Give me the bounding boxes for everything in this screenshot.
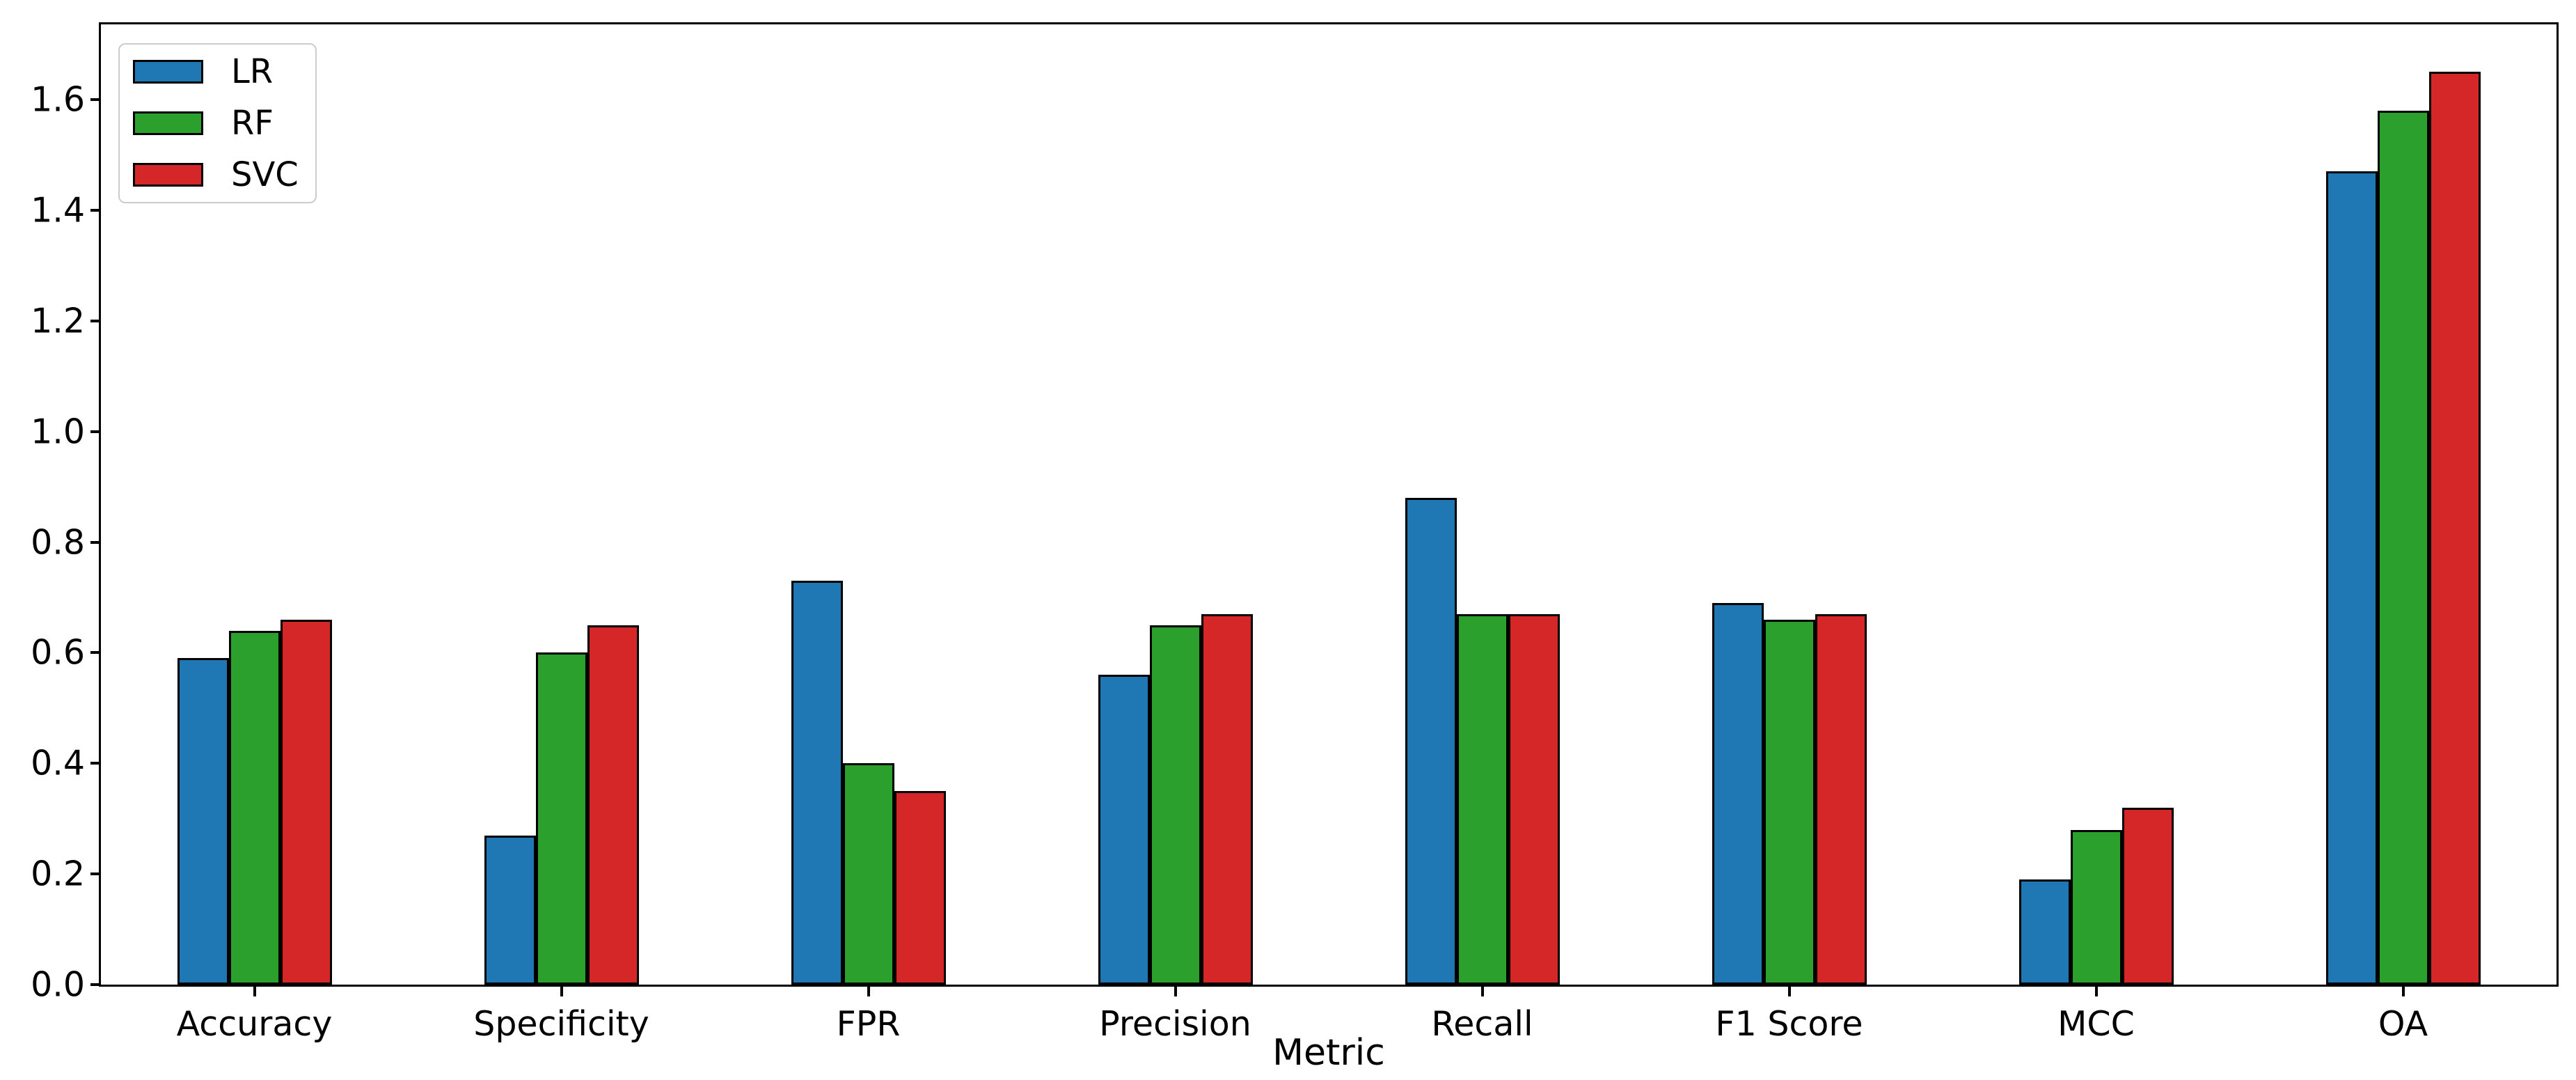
bottom-spine [99, 985, 2559, 987]
y-axis-tick-mark [90, 762, 101, 765]
bar-lr-specificity [484, 835, 536, 985]
bar-rf-mcc [2070, 829, 2122, 985]
bar-rf-oa [2377, 110, 2429, 985]
y-axis-tick-label: 0.6 [31, 632, 85, 673]
y-axis-tick-mark [90, 651, 101, 655]
x-axis-category-label: MCC [2057, 1004, 2135, 1044]
bar-svc-specificity [587, 625, 639, 985]
right-spine [2557, 22, 2559, 987]
bar-svc-accuracy [280, 619, 332, 985]
x-axis-tick-mark [560, 986, 563, 996]
x-axis-category-label: Specificity [473, 1004, 649, 1044]
bar-lr-fpr [791, 581, 843, 985]
y-axis-tick-mark [90, 540, 101, 544]
y-axis-tick-mark [90, 98, 101, 102]
bar-rf-accuracy [228, 630, 280, 985]
y-axis-tick-label: 0.4 [31, 743, 85, 783]
legend-swatch-rf [133, 111, 203, 135]
bar-svc-precision [1201, 613, 1253, 985]
bar-lr-accuracy [177, 658, 229, 985]
y-axis-tick-label: 1.2 [31, 301, 85, 341]
y-axis-tick-mark [90, 319, 101, 322]
x-axis-category-label: Recall [1431, 1004, 1533, 1044]
x-axis-tick-mark [1787, 986, 1791, 996]
x-axis-category-label: Precision [1099, 1004, 1251, 1044]
bar-lr-precision [1098, 675, 1150, 985]
plot-area [101, 24, 2557, 985]
x-axis-category-label: FPR [836, 1004, 901, 1044]
bar-rf-fpr [842, 763, 894, 985]
x-axis-tick-mark [1480, 986, 1484, 996]
bar-lr-oa [2325, 171, 2378, 985]
y-axis-tick-label: 0.8 [31, 522, 85, 563]
bar-rf-specificity [535, 652, 587, 985]
bar-svc-fpr [894, 790, 946, 985]
left-spine [99, 22, 101, 987]
x-axis-category-label: F1 Score [1715, 1004, 1863, 1044]
y-axis-tick-mark [90, 430, 101, 433]
bar-rf-precision [1149, 625, 1201, 985]
y-axis-tick-label: 0.0 [31, 964, 85, 1005]
x-axis-tick-mark [253, 986, 256, 996]
x-axis-category-label: OA [2378, 1004, 2428, 1044]
y-axis-tick-label: 0.2 [31, 854, 85, 894]
x-axis-tick-mark [867, 986, 870, 996]
bar-svc-recall [1508, 613, 1560, 985]
top-spine [99, 22, 2559, 24]
bar-rf-f1-score [1763, 619, 1815, 985]
bar-lr-f1-score [1712, 602, 1764, 985]
legend-label-lr: LR [231, 52, 274, 91]
y-axis-tick-label: 1.6 [31, 79, 85, 120]
x-axis-title: Metric [1272, 1032, 1385, 1074]
legend-label-rf: RF [231, 104, 274, 143]
x-axis-category-label: Accuracy [176, 1004, 333, 1044]
legend-label-svc: SVC [231, 155, 299, 194]
y-axis-tick-mark [90, 872, 101, 876]
bar-svc-f1-score [1815, 613, 1867, 985]
bar-lr-recall [1405, 497, 1457, 985]
bar-svc-mcc [2121, 807, 2174, 985]
y-axis-tick-label: 1.0 [31, 412, 85, 452]
bar-rf-recall [1456, 613, 1508, 985]
y-axis-tick-mark [90, 983, 101, 986]
x-axis-tick-mark [1174, 986, 1177, 996]
bar-svc-oa [2428, 72, 2481, 985]
y-axis-tick-mark [90, 208, 101, 212]
bar-lr-mcc [2018, 879, 2071, 985]
legend-swatch-lr [133, 60, 203, 84]
x-axis-tick-mark [2401, 986, 2405, 996]
legend-swatch-svc [133, 163, 203, 187]
y-axis-tick-label: 1.4 [31, 190, 85, 230]
x-axis-tick-mark [2094, 986, 2098, 996]
